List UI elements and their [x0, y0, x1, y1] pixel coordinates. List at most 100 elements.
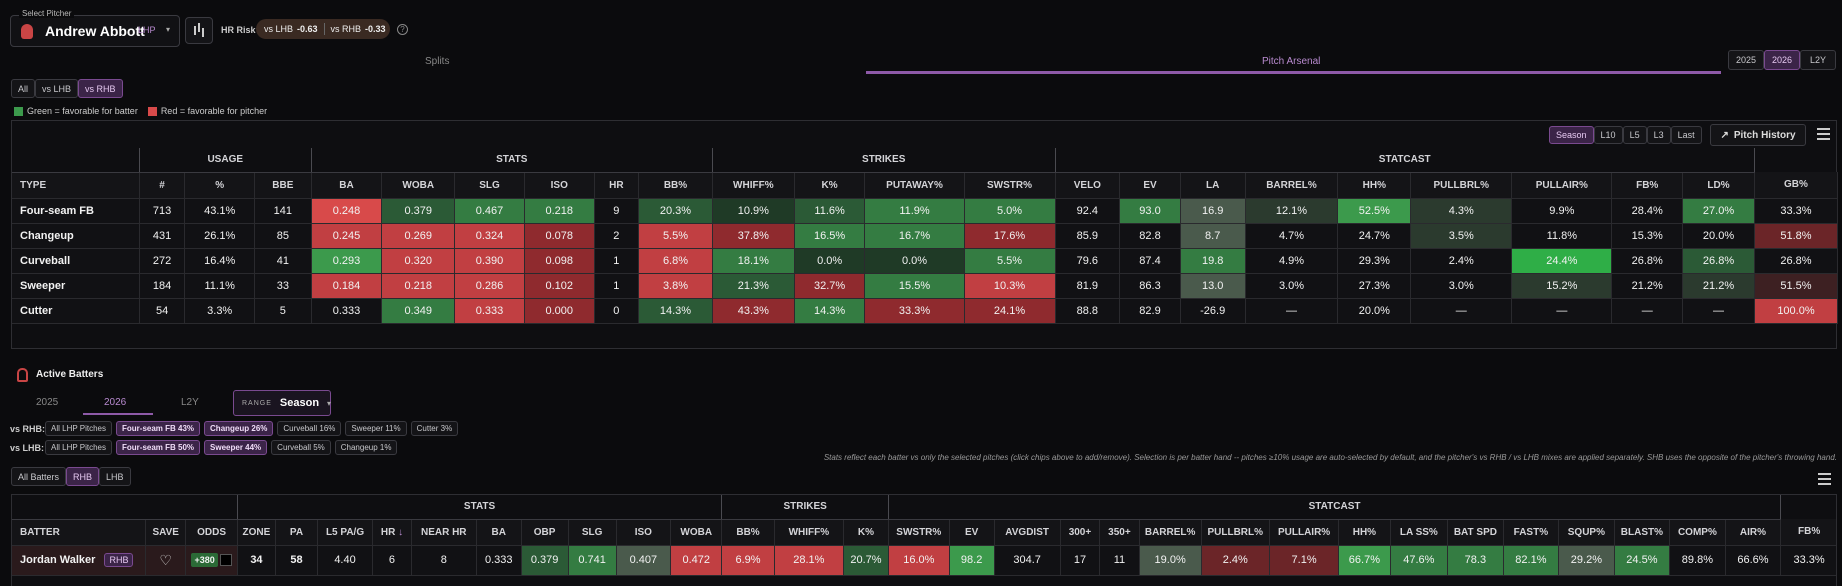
heart-icon[interactable]: ♡: [159, 551, 172, 568]
column-header-pullair[interactable]: PULLAIR%: [1511, 172, 1613, 199]
column-header-iso[interactable]: ISO: [524, 172, 595, 199]
batter-column-header-comp[interactable]: COMP%: [1669, 519, 1726, 546]
pitch-row-changeup[interactable]: Changeup 431 26.1% 85 0.245 0.269 0.324 0.078 2 5…: [12, 223, 1839, 249]
batter-column-header-ev[interactable]: EV: [949, 519, 995, 546]
range-last[interactable]: Last: [1670, 126, 1702, 144]
year-2026[interactable]: 2026: [1764, 50, 1800, 70]
batter-column-header-fast[interactable]: FAST%: [1503, 519, 1560, 546]
batter-column-header-avgdist[interactable]: AVGDIST: [994, 519, 1061, 546]
pitch-chip-all-lhp-pitches[interactable]: All LHP Pitches: [45, 421, 112, 436]
column-header-type[interactable]: TYPE: [12, 172, 140, 199]
pitch-chip-four-seam-fb-50[interactable]: Four-seam FB 50%: [116, 440, 201, 455]
help-icon[interactable]: ?: [397, 24, 408, 35]
pitcher-select[interactable]: Select Pitcher Andrew Abbott LHP ▾: [10, 9, 180, 47]
odds-value[interactable]: +380: [191, 553, 218, 567]
batter-column-header-fb[interactable]: FB%: [1780, 519, 1836, 546]
pitch-chip-curveball-5[interactable]: Curveball 5%: [271, 440, 331, 455]
range-l10[interactable]: L10: [1593, 126, 1623, 144]
pitch-chip-four-seam-fb-43[interactable]: Four-seam FB 43%: [116, 421, 201, 436]
column-header-pullbrl[interactable]: PULLBRL%: [1410, 172, 1513, 199]
batters-year-l2y[interactable]: L2Y: [181, 397, 199, 408]
pitch-chip-sweeper-11[interactable]: Sweeper 11%: [345, 421, 407, 436]
pitch-row-four-seam-fb[interactable]: Four-seam FB 713 43.1% 141 0.248 0.379 0.467 0.…: [12, 198, 1839, 224]
batter-column-header-zone[interactable]: ZONE: [237, 519, 277, 546]
batter-column-header-hr[interactable]: HR ↓: [372, 519, 412, 546]
batters-year-2026[interactable]: 2026: [104, 397, 127, 408]
column-header-fb[interactable]: FB%: [1611, 172, 1684, 199]
batter-column-header-barrel[interactable]: BARREL%: [1139, 519, 1202, 546]
filter-all-batters[interactable]: All Batters: [11, 467, 67, 486]
batter-column-header-air[interactable]: AIR%: [1725, 519, 1782, 546]
chart-toggle-button[interactable]: [185, 17, 213, 44]
filter-lhb[interactable]: LHB: [99, 467, 131, 486]
column-header-ld[interactable]: LD%: [1682, 172, 1755, 199]
batter-column-header-batter[interactable]: BATTER: [12, 519, 146, 546]
split-vs-lhb[interactable]: vs LHB: [35, 79, 79, 98]
column-header-barrel[interactable]: BARREL%: [1245, 172, 1339, 199]
batter-column-header-la-ss[interactable]: LA SS%: [1390, 519, 1449, 546]
range-season[interactable]: Season: [1549, 126, 1594, 144]
column-header-ev[interactable]: EV: [1119, 172, 1181, 199]
range-select[interactable]: RANGE Season ▾: [233, 390, 331, 416]
column-header-slg[interactable]: SLG: [454, 172, 525, 199]
batter-column-header-squp[interactable]: SQUP%: [1558, 519, 1615, 546]
batter-row-jordan-walker[interactable]: Jordan Walker RHB ♡ +380 34 58 4.40 6 8 0.333 0.3…: [12, 545, 1836, 576]
tab-splits[interactable]: Splits: [425, 56, 450, 67]
column-header-la[interactable]: LA: [1180, 172, 1246, 199]
tab-pitch-arsenal[interactable]: Pitch Arsenal: [1262, 56, 1321, 67]
column-header-blank[interactable]: #: [139, 172, 186, 199]
batter-column-header-ba[interactable]: BA: [476, 519, 522, 546]
batter-column-header-odds[interactable]: ODDS: [185, 519, 238, 546]
pitch-chip-cutter-3[interactable]: Cutter 3%: [410, 421, 459, 436]
column-header-bb[interactable]: BB%: [638, 172, 713, 199]
column-header-woba[interactable]: WOBA: [381, 172, 456, 199]
range-l3[interactable]: L3: [1646, 126, 1671, 144]
column-header-blank[interactable]: %: [184, 172, 256, 199]
batter-column-header-whiff[interactable]: WHIFF%: [774, 519, 845, 546]
batter-column-header-save[interactable]: SAVE: [145, 519, 187, 546]
column-header-whiff[interactable]: WHIFF%: [712, 172, 795, 199]
pitch-row-curveball[interactable]: Curveball 272 16.4% 41 0.293 0.320 0.390 0.098 1…: [12, 248, 1839, 274]
batter-column-header-k[interactable]: K%: [843, 519, 889, 546]
pitch-chip-changeup-26[interactable]: Changeup 26%: [204, 421, 274, 436]
batter-column-header-pullbrl[interactable]: PULLBRL%: [1201, 519, 1270, 546]
column-header-hr[interactable]: HR: [594, 172, 640, 199]
batters-year-2025[interactable]: 2025: [36, 397, 59, 408]
batter-column-header-l5-pa-g[interactable]: L5 PA/G: [317, 519, 374, 546]
batter-column-header-swstr[interactable]: SWSTR%: [888, 519, 950, 546]
batter-column-header-350[interactable]: 350+: [1099, 519, 1140, 546]
column-header-gb[interactable]: GB%: [1754, 172, 1839, 199]
column-header-hh[interactable]: HH%: [1337, 172, 1412, 199]
pitch-chip-curveball-16[interactable]: Curveball 16%: [277, 421, 342, 436]
split-vs-rhb[interactable]: vs RHB: [78, 79, 123, 98]
batter-column-header-iso[interactable]: ISO: [616, 519, 672, 546]
batter-column-header-slg[interactable]: SLG: [568, 519, 617, 546]
column-header-bbe[interactable]: BBE: [254, 172, 312, 199]
pitch-history-button[interactable]: ↗ Pitch History: [1710, 124, 1806, 146]
settings-sliders-icon[interactable]: [1817, 128, 1830, 140]
batter-column-header-near-hr[interactable]: NEAR HR: [411, 519, 477, 546]
year-2025[interactable]: 2025: [1728, 50, 1764, 70]
column-header-velo[interactable]: VELO: [1055, 172, 1121, 199]
batters-settings-icon[interactable]: [1818, 473, 1831, 485]
pitch-row-cutter[interactable]: Cutter 54 3.3% 5 0.333 0.349 0.333 0.000 0 14.3% 4…: [12, 298, 1839, 324]
column-header-putaway[interactable]: PUTAWAY%: [864, 172, 965, 199]
batter-column-header-pullair[interactable]: PULLAIR%: [1269, 519, 1340, 546]
batter-column-header-obp[interactable]: OBP: [521, 519, 569, 546]
pitch-row-sweeper[interactable]: Sweeper 184 11.1% 33 0.184 0.218 0.286 0.102 1 3.…: [12, 273, 1839, 299]
split-all[interactable]: All: [11, 79, 36, 98]
batter-column-header-300[interactable]: 300+: [1060, 519, 1101, 546]
batter-column-header-hh[interactable]: HH%: [1338, 519, 1391, 546]
pitch-chip-sweeper-44[interactable]: Sweeper 44%: [204, 440, 268, 455]
column-header-swstr[interactable]: SWSTR%: [964, 172, 1056, 199]
batter-column-header-bat-spd[interactable]: BAT SPD: [1447, 519, 1504, 546]
pitch-chip-changeup-1[interactable]: Changeup 1%: [334, 440, 398, 455]
filter-rhb[interactable]: RHB: [66, 467, 100, 486]
year-l2y[interactable]: L2Y: [1800, 50, 1836, 70]
column-header-ba[interactable]: BA: [311, 172, 383, 199]
batter-column-header-blast[interactable]: BLAST%: [1614, 519, 1671, 546]
pitch-chip-all-lhp-pitches[interactable]: All LHP Pitches: [45, 440, 112, 455]
batter-column-header-woba[interactable]: WOBA: [670, 519, 723, 546]
range-l5[interactable]: L5: [1622, 126, 1647, 144]
column-header-k[interactable]: K%: [794, 172, 866, 199]
